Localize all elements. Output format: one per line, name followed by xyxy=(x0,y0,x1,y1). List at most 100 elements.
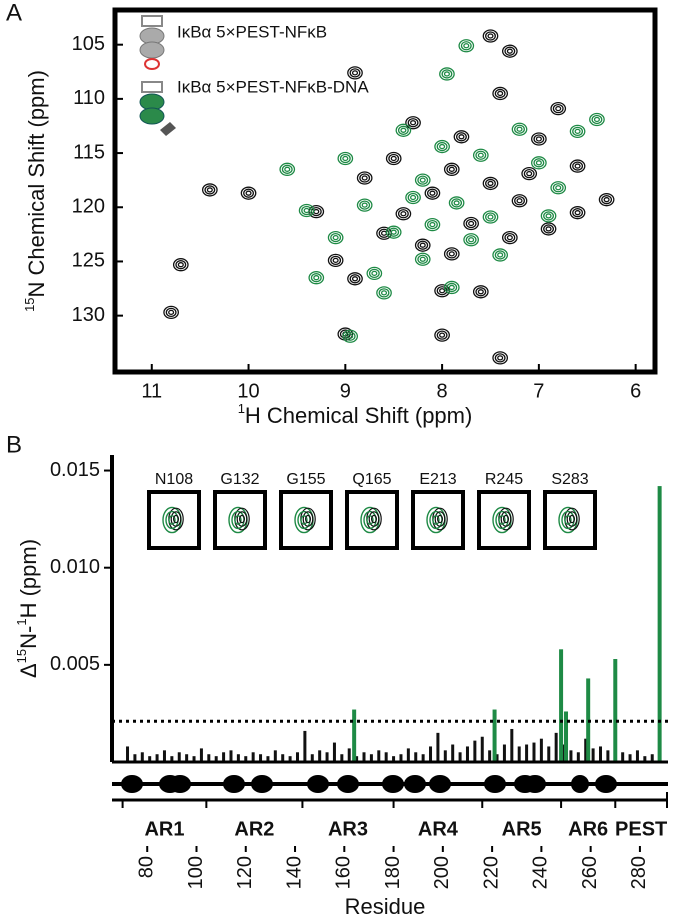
label-part: H Chemical Shift (ppm) xyxy=(245,403,472,428)
contour xyxy=(310,273,322,283)
inset-contour xyxy=(500,511,512,527)
peak xyxy=(531,132,547,146)
peak xyxy=(163,305,179,320)
contour xyxy=(356,198,373,212)
contour xyxy=(574,128,581,135)
contour xyxy=(485,212,496,222)
contour xyxy=(453,130,470,144)
inset-label: G132 xyxy=(220,471,259,488)
x-tick-label: 180 xyxy=(382,856,404,889)
bar xyxy=(266,756,270,762)
bar xyxy=(281,754,285,762)
peak xyxy=(443,247,460,261)
inset-contour xyxy=(371,514,378,524)
contour xyxy=(356,171,373,185)
contour xyxy=(407,118,419,128)
contour xyxy=(397,209,409,219)
inset-contour xyxy=(568,514,575,524)
peak xyxy=(463,233,479,247)
label-part: H (ppm) xyxy=(16,539,41,618)
contour xyxy=(344,331,356,341)
inset-box xyxy=(213,490,267,550)
bar xyxy=(244,756,248,762)
contour xyxy=(424,186,441,200)
bar xyxy=(421,754,425,762)
contour xyxy=(514,124,525,134)
contour xyxy=(572,161,584,171)
contour xyxy=(504,46,516,56)
peak xyxy=(443,280,460,295)
x-tick-label: 8 xyxy=(437,380,448,402)
x-tick-label: 11 xyxy=(141,380,162,402)
panel-label: A xyxy=(6,0,22,26)
inset-contour xyxy=(239,514,246,524)
contour xyxy=(448,284,455,291)
bar xyxy=(162,750,166,762)
contour xyxy=(380,290,388,296)
bar xyxy=(510,728,514,762)
contour xyxy=(591,114,603,125)
contour xyxy=(531,156,547,170)
contour xyxy=(569,159,586,173)
contour xyxy=(487,180,494,187)
bar xyxy=(584,738,588,762)
bar xyxy=(251,752,255,762)
bar xyxy=(643,756,647,762)
x-tick-label: 100 xyxy=(185,856,207,889)
contour xyxy=(482,210,499,224)
y-axis-label: 15N Chemical Shift (ppm) xyxy=(22,70,49,312)
contour xyxy=(448,196,465,210)
contour xyxy=(417,175,429,185)
contour xyxy=(511,122,528,136)
x-tick-label: 7 xyxy=(533,380,544,402)
contour xyxy=(443,162,460,176)
contour xyxy=(349,68,361,78)
contour xyxy=(540,209,557,223)
contour xyxy=(475,150,487,160)
peak xyxy=(405,190,421,205)
contour xyxy=(349,274,361,284)
inset-label: R245 xyxy=(485,471,523,488)
peak xyxy=(172,258,189,272)
peak xyxy=(342,329,359,343)
peak xyxy=(201,183,218,197)
y-tick-label: 0.005 xyxy=(50,653,100,675)
contour xyxy=(380,230,388,236)
contour xyxy=(516,198,523,204)
contour xyxy=(426,219,438,230)
contour xyxy=(574,163,581,169)
label-part: 15 xyxy=(22,297,37,311)
contour xyxy=(410,120,417,126)
bar xyxy=(414,752,418,762)
contour xyxy=(279,162,296,176)
peak xyxy=(453,130,470,144)
contour xyxy=(407,192,419,203)
contour xyxy=(497,252,504,258)
contour xyxy=(327,253,344,268)
inset-contour xyxy=(305,514,312,524)
contour xyxy=(482,176,499,191)
contour xyxy=(526,171,533,177)
contour xyxy=(465,235,477,245)
contour xyxy=(446,249,458,259)
inset-label: G155 xyxy=(286,471,325,488)
contour xyxy=(533,158,545,168)
inset-contour xyxy=(234,515,242,525)
bar xyxy=(576,752,580,762)
contour xyxy=(395,207,412,221)
peak xyxy=(458,39,475,53)
contour xyxy=(574,210,581,216)
peak xyxy=(337,151,354,166)
peak xyxy=(366,266,383,281)
peak xyxy=(385,151,402,166)
bar xyxy=(318,750,322,762)
contour xyxy=(533,134,545,144)
inset-contour xyxy=(302,511,314,527)
bar xyxy=(613,659,618,762)
peak xyxy=(492,86,509,101)
bar xyxy=(369,754,373,762)
contour xyxy=(359,200,371,210)
contour xyxy=(601,195,613,205)
contour xyxy=(598,193,615,207)
contour xyxy=(468,220,475,227)
